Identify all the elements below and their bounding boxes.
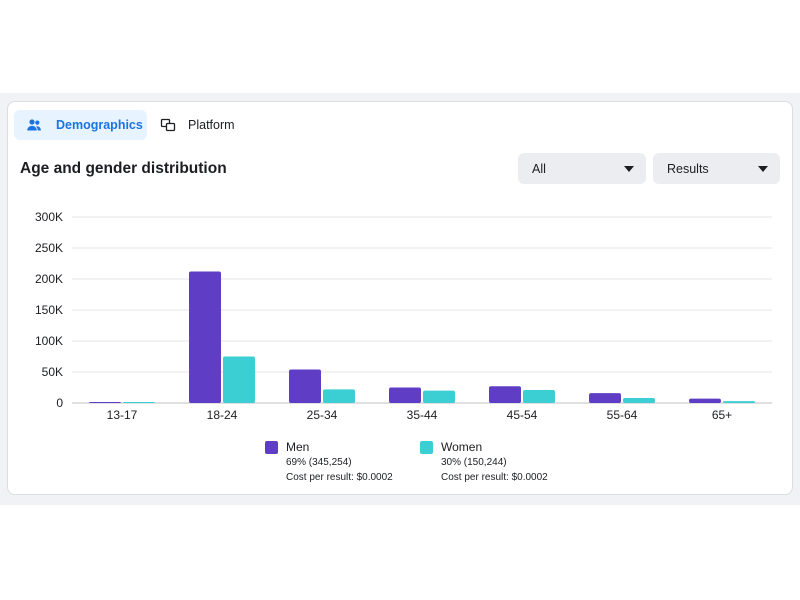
bar-men-35-44 [389, 387, 421, 403]
legend-swatch-women [420, 441, 433, 454]
bar-women-55-64 [623, 398, 655, 403]
bar-men-65+ [689, 398, 721, 403]
bar-women-35-44 [423, 390, 455, 403]
tab-demographics-label: Demographics [56, 118, 143, 132]
audience-dropdown[interactable]: All [518, 153, 646, 184]
y-tick-label: 150K [35, 303, 63, 317]
x-tick-label: 18-24 [207, 408, 238, 422]
section-title: Age and gender distribution [20, 160, 227, 177]
metric-dropdown-value: Results [667, 161, 709, 176]
metric-dropdown[interactable]: Results [653, 153, 780, 184]
tab-demographics[interactable]: Demographics [14, 110, 147, 140]
x-tick-label: 35-44 [407, 408, 438, 422]
caret-down-icon [758, 165, 768, 172]
tab-platform-label: Platform [188, 118, 235, 132]
bar-men-55-64 [589, 393, 621, 403]
bar-women-25-34 [323, 389, 355, 403]
bar-men-18-24 [189, 271, 221, 403]
legend-label-women: Women [441, 440, 483, 454]
bar-women-45-54 [523, 389, 555, 403]
age-gender-bar-chart: 0 50K 100K 150K 200K 250K 300K 13-17 18-24 25-34 3… [35, 210, 772, 422]
bar-men-13-17 [89, 402, 121, 403]
caret-down-icon [624, 165, 634, 172]
tab-platform[interactable]: Platform [158, 110, 248, 140]
x-tick-label: 45-54 [507, 408, 538, 422]
bar-women-13-17 [123, 402, 155, 403]
y-tick-label: 0 [56, 396, 63, 410]
legend-share-men: 69% (345,254) [286, 457, 352, 468]
legend-swatch-men [265, 441, 278, 454]
x-tick-label: 25-34 [307, 408, 338, 422]
platform-icon [160, 117, 176, 133]
bar-men-45-54 [489, 386, 521, 403]
y-tick-label: 250K [35, 241, 63, 255]
people-icon [26, 117, 42, 133]
legend-share-women: 30% (150,244) [441, 457, 507, 468]
x-tick-label: 65+ [712, 408, 732, 422]
y-tick-label: 100K [35, 334, 63, 348]
demographics-card: Demographics Platform Age and gender dis… [7, 101, 793, 495]
legend-label-men: Men [286, 440, 310, 454]
bar-women-65+ [723, 401, 755, 403]
y-tick-label: 50K [42, 365, 63, 379]
y-tick-label: 200K [35, 272, 63, 286]
bar-women-18-24 [223, 356, 255, 403]
audience-dropdown-value: All [532, 161, 546, 176]
y-tick-label: 300K [35, 210, 63, 224]
x-tick-label: 13-17 [107, 408, 138, 422]
legend-cost-women: Cost per result: $0.0002 [441, 472, 548, 483]
x-tick-label: 55-64 [607, 408, 638, 422]
bar-men-25-34 [289, 369, 321, 403]
legend-cost-men: Cost per result: $0.0002 [286, 472, 393, 483]
